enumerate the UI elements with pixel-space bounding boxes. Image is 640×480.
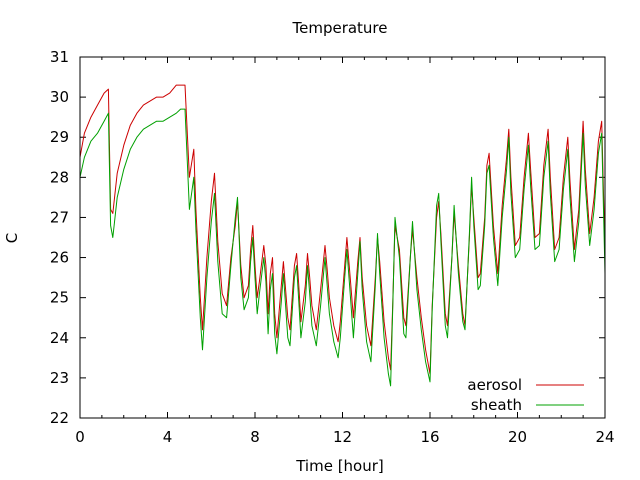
x-tick-label: 20 — [508, 428, 527, 446]
legend-label-aerosol: aerosol — [467, 376, 522, 394]
x-tick-label: 16 — [420, 428, 439, 446]
y-tick-label: 25 — [50, 289, 69, 307]
series-lines — [79, 84, 606, 387]
legend: aerosol sheath — [467, 376, 584, 414]
y-tick-label: 29 — [50, 128, 69, 146]
chart-title: Temperature — [291, 19, 387, 37]
x-tick-label: 4 — [163, 428, 173, 446]
x-tick-label: 8 — [250, 428, 260, 446]
axes: 22 23 24 25 26 27 28 29 30 31 0 4 8 12 16 20 24 — [50, 48, 615, 446]
series-line-sheath — [79, 108, 606, 387]
y-axis-label: C — [3, 233, 21, 243]
y-tick-label: 27 — [50, 208, 69, 226]
x-axis-label: Time [hour] — [295, 457, 384, 475]
y-tick-label: 28 — [50, 168, 69, 186]
x-tick-label: 0 — [75, 428, 85, 446]
x-tick-label: 12 — [333, 428, 352, 446]
y-tick-label: 26 — [50, 249, 69, 267]
x-tick-label: 24 — [595, 428, 614, 446]
y-tick-label: 31 — [50, 48, 69, 66]
plot-frame — [79, 56, 606, 419]
y-tick-label: 22 — [50, 409, 69, 427]
legend-label-sheath: sheath — [471, 396, 522, 414]
y-tick-label: 24 — [50, 329, 69, 347]
y-tick-label: 30 — [50, 88, 69, 106]
series-line-aerosol — [79, 84, 606, 375]
y-tick-label: 23 — [50, 369, 69, 387]
